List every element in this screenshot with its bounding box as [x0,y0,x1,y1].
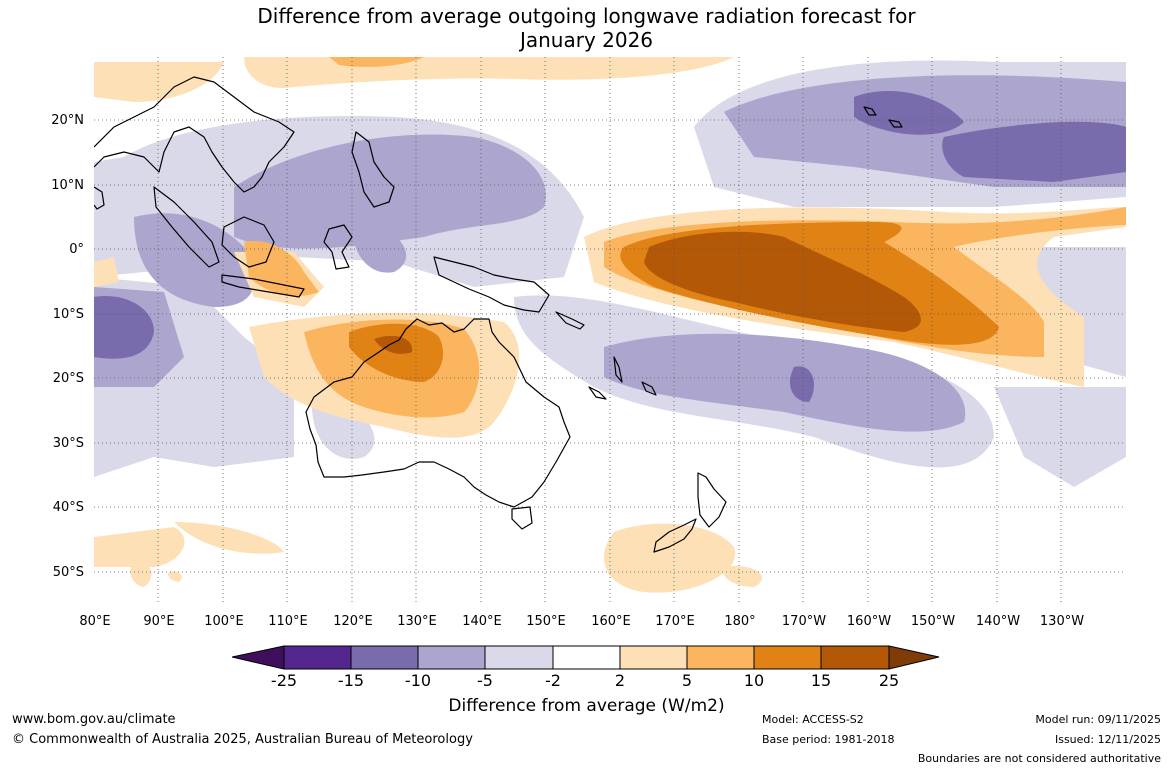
lon-label-120e: 120°E [333,614,373,629]
lat-label-20s: 20°S [52,371,84,386]
colorbar-label-minus2: -2 [545,671,561,690]
lon-label-180: 180° [724,614,756,629]
footer-model-run: Model run: 09/11/2025 [1035,713,1161,726]
philippines-coast [351,131,395,208]
lat-label-50s: 50°S [52,565,84,580]
title-line-1: Difference from average outgoing longwav… [257,4,916,28]
colorbar-label-5: 5 [681,671,693,690]
colorbar-segment-6 [619,645,688,670]
colorbar-segment-5 [552,645,621,670]
footer-url[interactable]: www.bom.gov.au/climate [12,712,176,727]
sri-lanka-coast [94,186,105,210]
colorbar-label-15: 15 [810,671,832,690]
colorbar-segment-2 [350,645,419,670]
lon-label-160w: 160°W [846,614,892,629]
lon-label-80e: 80°E [79,614,111,629]
colorbar-segment-9 [820,645,890,670]
vanuatu-islands [613,356,623,383]
colorbar-segment-min-extend [232,645,285,670]
chart-title: Difference from average outgoing longwav… [0,4,1173,52]
fiji-islands [641,381,657,396]
footer-copyright: © Commonwealth of Australia 2025, Austra… [12,732,473,747]
colorbar-segment-3 [417,645,486,670]
colorbar-label-10: 10 [743,671,765,690]
lon-label-170e: 170°E [655,614,695,629]
java-coast [221,274,305,298]
sumatra-coast [153,186,220,268]
lat-label-20n: 20°N [51,113,84,128]
lon-label-90e: 90°E [143,614,175,629]
lon-label-100e: 100°E [204,614,244,629]
lon-label-130w: 130°W [1039,614,1085,629]
lon-label-170w: 170°W [781,614,827,629]
graticule [94,57,1126,604]
new-guinea-coast [433,256,550,313]
lon-label-140e: 140°E [462,614,502,629]
footer-base-period: Base period: 1981-2018 [762,733,895,746]
anomaly-shading-strong-negative [94,91,1126,402]
mainland-asia-coast [94,76,295,193]
colorbar-segment-8 [753,645,822,670]
lat-label-30s: 30°S [52,436,84,451]
footer-disclaimer: Boundaries are not considered authoritat… [917,752,1161,765]
colorbar-label-minus5: -5 [477,671,493,690]
lat-label-0: 0° [69,242,84,257]
lon-label-140w: 140°W [975,614,1021,629]
coastlines [94,76,903,553]
footer-model: Model: ACCESS-S2 [762,713,864,726]
footer-issued: Issued: 12/11/2025 [1054,733,1161,746]
lon-label-110e: 110°E [268,614,308,629]
solomon-islands [555,311,585,330]
colorbar [232,645,940,670]
lat-label-10n: 10°N [51,178,84,193]
lat-label-40s: 40°S [52,500,84,515]
colorbar-segment-max-extend [888,645,940,670]
map-canvas [94,57,1126,604]
sulawesi-coast [323,224,353,270]
tasmania-coast [511,506,533,530]
colorbar-title: Difference from average (W/m2) [448,696,725,716]
olr-anomaly-map [94,57,1126,604]
colorbar-segment-7 [686,645,755,670]
colorbar-label-25: 25 [878,671,900,690]
lon-label-150e: 150°E [526,614,566,629]
title-line-2: January 2026 [519,28,654,52]
colorbar-label-minus10: -10 [404,671,432,690]
lon-label-150w: 150°W [910,614,956,629]
colorbar-segment-4 [484,645,554,670]
colorbar-label-2: 2 [614,671,626,690]
new-zealand-north [697,472,727,528]
anomaly-shading-very-strong-positive [374,231,921,354]
lat-label-10s: 10°S [52,307,84,322]
new-zealand-south [653,518,697,553]
colorbar-segment-1 [283,645,352,670]
colorbar-label-minus25: -25 [270,671,298,690]
lon-label-160e: 160°E [591,614,631,629]
colorbar-label-minus15: -15 [337,671,365,690]
lon-label-130e: 130°E [397,614,437,629]
new-caledonia [588,386,607,400]
borneo-coast [221,216,275,268]
australia-coast [305,318,571,508]
hawaii-islands [863,106,903,128]
